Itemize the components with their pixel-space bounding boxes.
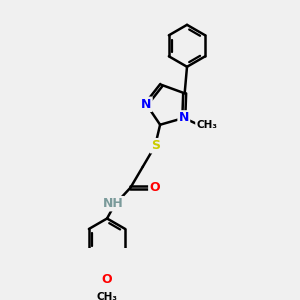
- Text: NH: NH: [103, 197, 124, 210]
- Text: CH₃: CH₃: [196, 120, 217, 130]
- Text: O: O: [149, 181, 160, 194]
- Text: O: O: [102, 273, 112, 286]
- Text: S: S: [151, 139, 160, 152]
- Text: N: N: [141, 98, 152, 111]
- Text: N: N: [178, 111, 189, 124]
- Text: CH₃: CH₃: [97, 292, 118, 300]
